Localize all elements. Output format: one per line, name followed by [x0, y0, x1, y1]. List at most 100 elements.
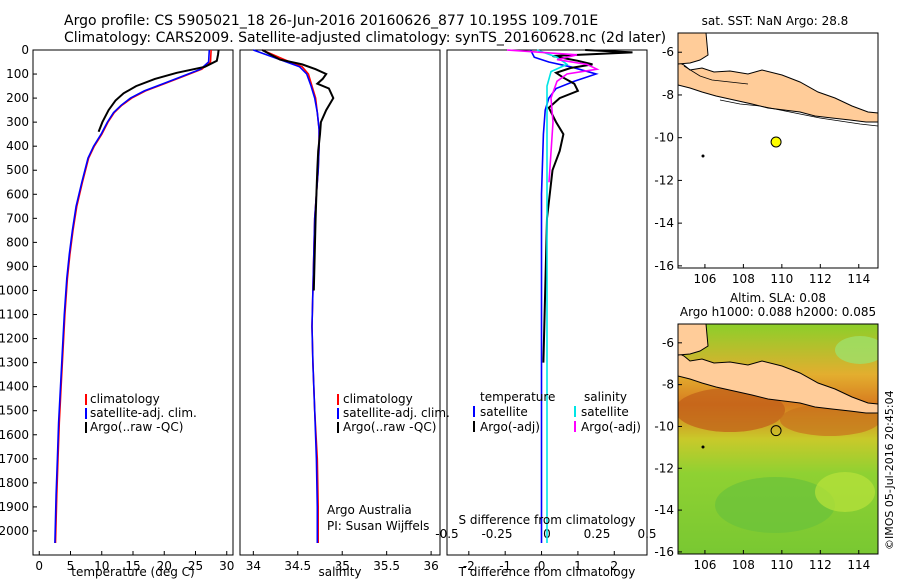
sla-high-patch	[780, 404, 878, 436]
salinity-xlabel: salinity	[318, 565, 361, 579]
difference-panel: -2 -1 0 1 2 -0.5 -0.25 0 0.25 0.5 temperature sa…	[435, 49, 657, 579]
x-tick-label: 10	[94, 559, 109, 573]
x-tick-label: -2	[463, 559, 475, 573]
x-tick-label: 20	[157, 559, 172, 573]
series-line-climatology	[261, 49, 320, 543]
legend-label-temp-argo: Argo(-adj)	[480, 420, 540, 434]
y-tick-label: 1800	[0, 476, 29, 490]
imos-credit: ©IMOS 05-Jul-2016 20:45:04	[883, 390, 896, 550]
map-y-tick-label: -12	[654, 173, 674, 187]
series-line-climatology	[54, 49, 212, 544]
x-tick-label: -1	[499, 559, 511, 573]
series-line-argo	[97, 49, 220, 133]
coastline-detail	[683, 65, 749, 85]
y-tick-label: 900	[6, 259, 29, 273]
legend-label-argo: Argo(..raw -QC)	[343, 420, 436, 434]
series-line-temperature-satellite	[529, 49, 599, 543]
float-owner-label: Argo Australia	[327, 503, 412, 517]
map-y-tick-label: -8	[662, 88, 674, 102]
x-tick-label: 0	[538, 559, 546, 573]
salinity-x-axis: 34 34.5 35 35.5 36	[246, 551, 439, 573]
salinity-series	[253, 49, 335, 543]
y-tick-label: 1000	[0, 283, 29, 297]
legend-label-satellite: satellite-adj. clim.	[343, 406, 450, 420]
map-y-tick-label: -14	[654, 216, 674, 230]
map-x-tick-label: 106	[693, 272, 716, 286]
s-difference-xlabel: S difference from climatology	[459, 513, 636, 527]
small-island-dot	[701, 154, 705, 158]
temperature-xlabel: temperature (deg C)	[71, 565, 194, 579]
y-tick-label: 200	[6, 91, 29, 105]
y-tick-label: 800	[6, 235, 29, 249]
sla-map-frame	[677, 323, 879, 555]
y-tick-label: 1200	[0, 332, 29, 346]
series-line-satellite	[54, 49, 211, 544]
map-y-tick-label: -6	[662, 45, 674, 59]
map-y-tick-label: -16	[654, 545, 674, 559]
s-tick-label: 0.25	[584, 527, 611, 541]
x-tick-label: 25	[188, 559, 203, 573]
legend-label-argo: Argo(..raw -QC)	[90, 420, 183, 434]
x-tick-label: 34	[246, 559, 261, 573]
map-x-tick-label: 110	[770, 272, 793, 286]
series-line-salinity-satellite	[536, 49, 569, 543]
sla-map: Altim. SLA: 0.08 Argo h1000: 0.088 h2000…	[654, 291, 879, 572]
y-tick-label: 700	[6, 211, 29, 225]
x-tick-label: 34.5	[284, 559, 311, 573]
map-x-tick-label: 108	[732, 272, 755, 286]
argo-float-marker	[770, 136, 782, 148]
temperature-legend: climatology satellite-adj. clim. Argo(..…	[85, 392, 197, 434]
s-difference-x-axis: -0.5 -0.25 0 0.25 0.5	[435, 527, 656, 541]
series-line-salinity-argo	[506, 49, 600, 183]
y-tick-label: 400	[6, 139, 29, 153]
difference-series	[506, 49, 633, 543]
sst-map: sat. SST: NaN Argo: 28.8 106 108 110 112 114…	[654, 14, 879, 286]
coastline-detail	[719, 99, 879, 127]
legend-title-temperature: temperature	[480, 390, 555, 404]
legend-label-climatology: climatology	[90, 392, 160, 406]
x-tick-label: 15	[125, 559, 140, 573]
series-line-temperature-argo	[542, 49, 633, 363]
map-y-tick-label: -14	[654, 503, 674, 517]
sla-low-patch	[835, 336, 878, 364]
y-tick-label: 1300	[0, 356, 29, 370]
x-tick-label: 30	[219, 559, 234, 573]
x-tick-label: 35.5	[373, 559, 400, 573]
kalimantan-coast-shape	[678, 324, 709, 356]
sla-map-axes: 106 108 110 112 114 -6 -8 -10 -12 -14 -16	[654, 336, 870, 572]
legend-label-temp-satellite: satellite	[480, 405, 528, 419]
y-tick-label: 2000	[0, 524, 29, 538]
map-x-tick-label: 114	[847, 558, 870, 572]
legend-label-climatology: climatology	[343, 392, 413, 406]
salinity-panel: 34 34.5 35 35.5 36 climatology satellite-adj…	[239, 49, 450, 579]
map-y-tick-label: -6	[662, 336, 674, 350]
difference-legend: temperature salinity satellite Argo(-adj…	[473, 390, 641, 434]
legend-title-salinity: salinity	[584, 390, 627, 404]
map-x-tick-label: 112	[809, 272, 832, 286]
temperature-series	[54, 49, 220, 544]
series-line-argo	[261, 49, 335, 291]
t-difference-x-axis: -2 -1 0 1 2	[463, 551, 618, 573]
y-tick-label: 500	[6, 163, 29, 177]
sla-map-title-line1: Altim. SLA: 0.08	[730, 291, 826, 305]
map-y-tick-label: -8	[662, 378, 674, 392]
map-y-tick-label: -10	[654, 419, 674, 433]
legend-label-sal-argo: Argo(-adj)	[581, 420, 641, 434]
s-tick-label: -0.5	[435, 527, 458, 541]
s-tick-label: 0.5	[637, 527, 656, 541]
y-tick-label: 600	[6, 187, 29, 201]
x-tick-label: 0	[35, 559, 43, 573]
legend-label-sal-satellite: satellite	[581, 405, 629, 419]
y-tick-label: 100	[6, 67, 29, 81]
y-tick-label: 1700	[0, 452, 29, 466]
x-tick-label: 35	[335, 559, 350, 573]
map-x-tick-label: 106	[693, 558, 716, 572]
sla-field	[678, 324, 878, 554]
small-island-dot	[701, 445, 705, 449]
temperature-x-axis: 0 5 10 15 20 25 30	[35, 551, 234, 573]
map-x-tick-label: 108	[732, 558, 755, 572]
header-title-line2: Climatology: CARS2009. Satellite-adjuste…	[64, 30, 667, 46]
sla-high-patch	[678, 388, 785, 432]
x-tick-label: 36	[423, 559, 438, 573]
